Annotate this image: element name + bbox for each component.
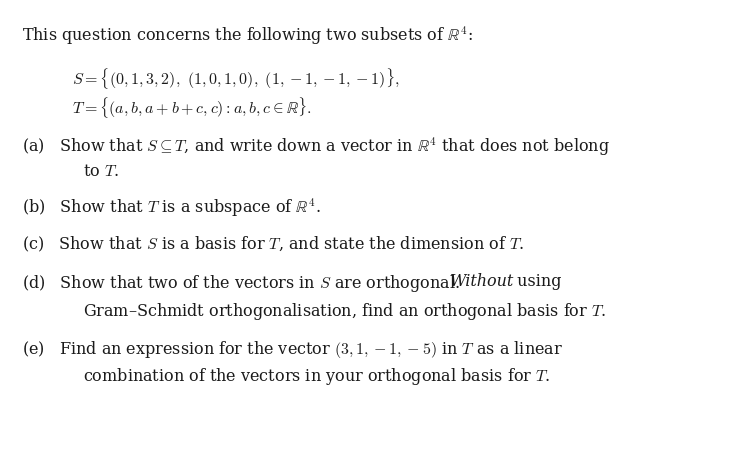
Text: (b)   Show that $T$ is a subspace of $\mathbb{R}^4$.: (b) Show that $T$ is a subspace of $\mat… (22, 196, 321, 219)
Text: (a)   Show that $S \subseteq T$, and write down a vector in $\mathbb{R}^4$ that : (a) Show that $S \subseteq T$, and write… (22, 135, 609, 158)
Text: This question concerns the following two subsets of $\mathbb{R}^4$:: This question concerns the following two… (22, 25, 472, 47)
Text: $T = \{(a, b, a+b+c, c) : a, b, c \in \mathbb{R}\}.$: $T = \{(a, b, a+b+c, c) : a, b, c \in \m… (72, 95, 311, 120)
Text: combination of the vectors in your orthogonal basis for $T$.: combination of the vectors in your ortho… (83, 365, 550, 386)
Text: (d)   Show that two of the vectors in $S$ are orthogonal.: (d) Show that two of the vectors in $S$ … (22, 273, 466, 294)
Text: Gram–Schmidt orthogonalisation, find an orthogonal basis for $T$.: Gram–Schmidt orthogonalisation, find an … (83, 300, 606, 321)
Text: $S = \{(0, 1, 3, 2),\ (1, 0, 1, 0),\ (1, -1, -1, -1)\},$: $S = \{(0, 1, 3, 2),\ (1, 0, 1, 0),\ (1,… (72, 65, 400, 90)
Text: to $T$.: to $T$. (83, 162, 119, 179)
Text: Without: Without (450, 273, 514, 290)
Text: using: using (512, 273, 561, 290)
Text: (c)   Show that $S$ is a basis for $T$, and state the dimension of $T$.: (c) Show that $S$ is a basis for $T$, an… (22, 235, 524, 254)
Text: (e)   Find an expression for the vector $(3, 1, -1, -5)$ in $T$ as a linear: (e) Find an expression for the vector $(… (22, 338, 562, 359)
